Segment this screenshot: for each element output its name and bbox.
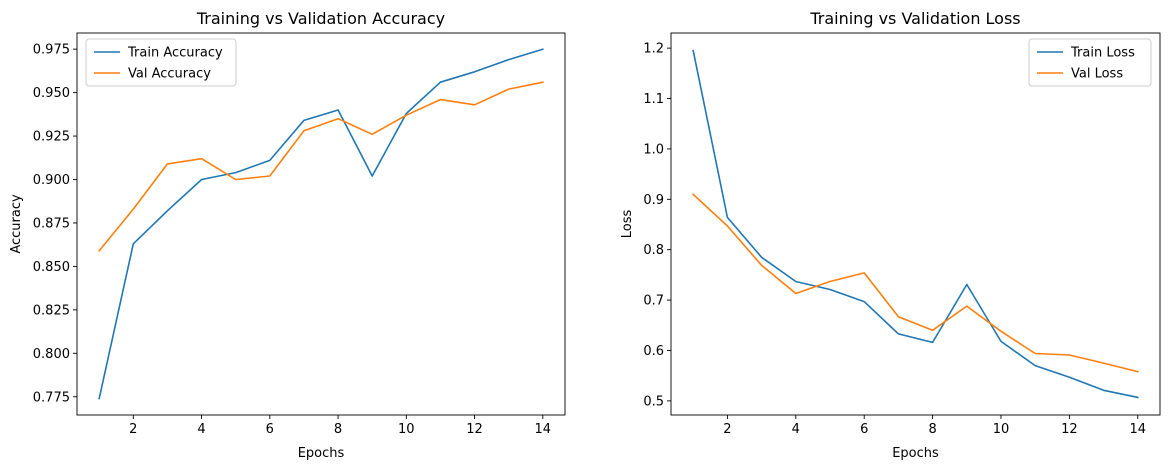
y-tick-label: 0.900	[33, 173, 70, 188]
series-line-val	[692, 193, 1139, 373]
legend-label: Val Accuracy	[128, 67, 211, 82]
y-tick-label: 0.875	[33, 216, 70, 231]
legend-label: Val Loss	[1071, 67, 1123, 82]
chart-title: Training vs Validation Loss	[809, 9, 1020, 28]
x-tick-label: 2	[129, 422, 137, 437]
y-tick-label: 0.925	[33, 130, 70, 145]
series-line-train	[692, 49, 1139, 399]
y-tick-label: 0.5	[643, 394, 664, 409]
y-tick-label: 0.800	[33, 347, 70, 362]
y-tick-label: 1.2	[643, 42, 664, 57]
legend: Train Loss Val Loss	[1028, 38, 1152, 87]
legend-label: Train Accuracy	[127, 46, 223, 61]
x-tick-label: 6	[860, 422, 868, 437]
chart-title: Training vs Validation Accuracy	[196, 9, 445, 28]
x-tick-label: 12	[1061, 422, 1078, 437]
x-tick-label: 8	[928, 422, 936, 437]
legend-label: Train Loss	[1070, 46, 1135, 61]
y-tick-label: 0.825	[33, 303, 70, 318]
y-tick-label: 0.775	[33, 390, 70, 405]
y-tick-label: 0.6	[643, 344, 664, 359]
legend: Train Accuracy Val Accuracy	[85, 38, 237, 87]
accuracy-chart: Training vs Validation Accuracy 2 4 6 8 10 12 1…	[9, 9, 566, 461]
x-tick-label: 14	[1129, 422, 1146, 437]
y-tick-label: 0.850	[33, 260, 70, 275]
x-tick-label: 4	[197, 422, 205, 437]
legend-box	[1028, 38, 1152, 87]
x-tick-label: 14	[535, 422, 552, 437]
plot-frame	[76, 32, 566, 416]
y-tick-label: 0.7	[643, 294, 664, 309]
x-tick-label: 10	[993, 422, 1010, 437]
y-tick-label: 0.950	[33, 86, 70, 101]
plot-frame	[670, 32, 1161, 416]
loss-chart: Training vs Validation Loss 2 4 6 8 10 12 14 0.5…	[620, 9, 1161, 461]
legend-box	[85, 38, 237, 87]
x-tick-label: 12	[466, 422, 483, 437]
x-tick-label: 8	[334, 422, 342, 437]
y-axis-label: Accuracy	[9, 194, 24, 254]
y-tick-label: 0.9	[643, 193, 664, 208]
x-tick-label: 10	[398, 422, 415, 437]
x-tick-label: 6	[266, 422, 274, 437]
y-tick-label: 0.8	[643, 243, 664, 258]
y-axis-label: Loss	[620, 210, 635, 239]
y-tick-label: 0.975	[33, 43, 70, 58]
series-line-train	[98, 48, 544, 400]
x-tick-label: 4	[792, 422, 800, 437]
x-axis-label: Epochs	[892, 446, 939, 461]
x-axis-label: Epochs	[298, 446, 345, 461]
y-tick-label: 1.0	[643, 142, 664, 157]
x-tick-label: 2	[723, 422, 731, 437]
y-tick-label: 1.1	[643, 92, 664, 107]
series-line-val	[98, 81, 544, 252]
